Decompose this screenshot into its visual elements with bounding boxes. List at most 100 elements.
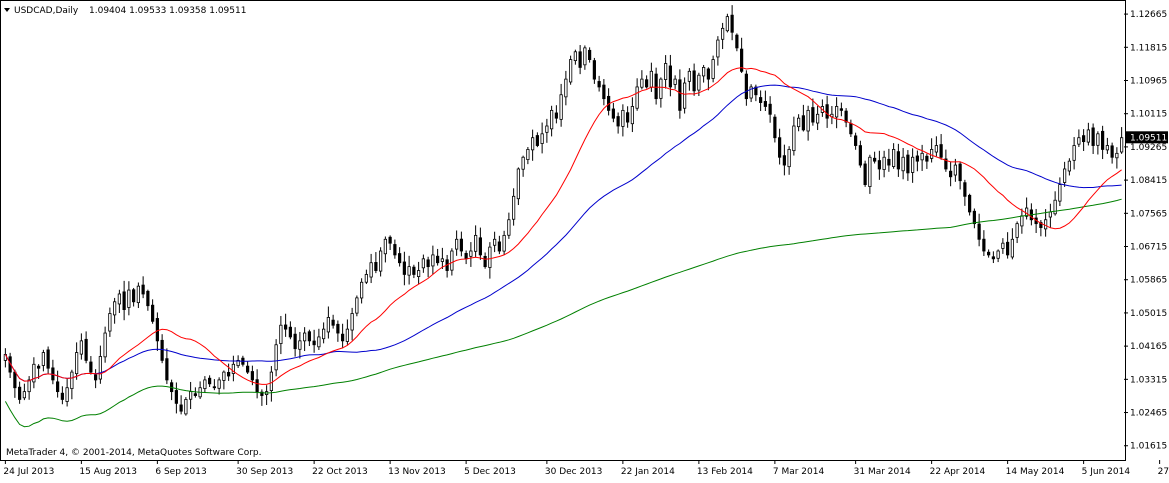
candle-body	[412, 266, 416, 275]
candle-body	[597, 81, 601, 88]
candle	[1082, 129, 1086, 151]
candle-body	[151, 304, 155, 322]
candle-body	[46, 349, 50, 369]
candle-body	[740, 48, 744, 72]
candle	[1086, 122, 1090, 146]
candle-body	[844, 110, 848, 123]
candle-body	[388, 236, 392, 244]
candle-body	[407, 266, 411, 276]
candle-body	[635, 86, 639, 109]
candle	[507, 212, 511, 239]
candle	[911, 148, 915, 183]
candle-body	[763, 101, 767, 107]
candle	[32, 357, 36, 389]
copyright-text: MetaTrader 4, © 2001-2014, MetaQuotes So…	[6, 448, 262, 458]
candle-body	[925, 155, 929, 162]
candle	[939, 134, 943, 160]
candle-body	[141, 284, 145, 295]
candle	[550, 105, 554, 137]
time-tick-label: 30 Dec 2013	[545, 467, 603, 477]
candle	[512, 188, 516, 226]
candle-body	[1091, 127, 1095, 146]
candle-body	[13, 371, 17, 389]
candle	[274, 339, 278, 377]
candle	[108, 307, 112, 337]
candle-body	[782, 155, 786, 166]
time-tick-label: 13 Nov 2013	[388, 467, 446, 477]
candle	[293, 327, 297, 357]
candle-body	[806, 109, 810, 132]
candle-body	[801, 115, 805, 131]
candle-body	[18, 386, 22, 400]
candle	[559, 83, 563, 127]
candle	[673, 75, 677, 89]
price-tick-label: 1.10115	[1130, 110, 1167, 120]
candle-body	[355, 297, 359, 314]
candle-body	[697, 74, 701, 91]
candle	[1006, 232, 1010, 259]
candle-body	[464, 253, 468, 260]
ma-fast-line	[4, 67, 1122, 385]
time-tick-label: 31 Mar 2014	[854, 467, 911, 477]
candle	[535, 132, 539, 148]
candle	[792, 116, 796, 156]
candle-body	[103, 332, 107, 358]
candle-body	[887, 158, 891, 166]
candle-body	[692, 70, 696, 92]
candle-body	[787, 149, 791, 168]
candle	[863, 160, 867, 187]
candle-body	[493, 238, 497, 246]
candle	[711, 55, 715, 83]
candle-body	[516, 168, 520, 200]
candle	[806, 105, 810, 141]
candle-body	[1086, 129, 1090, 143]
candle	[554, 105, 558, 124]
candle-body	[1110, 145, 1114, 158]
candle-body	[41, 352, 45, 366]
candle-body	[60, 392, 64, 400]
candle-body	[991, 256, 995, 260]
candle-body	[1015, 223, 1019, 238]
candle	[816, 105, 820, 131]
candle-body	[944, 158, 948, 170]
time-tick-label: 22 Apr 2014	[930, 467, 986, 477]
candle	[896, 143, 900, 177]
candle-body	[75, 352, 79, 375]
candle	[497, 235, 501, 255]
candle	[915, 150, 919, 172]
candle	[1115, 147, 1119, 169]
candle-body	[996, 250, 1000, 259]
candle	[778, 128, 782, 165]
candle-body	[108, 313, 112, 332]
candle	[882, 150, 886, 178]
candle-body	[583, 47, 587, 66]
candle	[502, 230, 506, 256]
candle-body	[972, 210, 976, 225]
candle-body	[702, 67, 706, 77]
candle	[136, 282, 140, 309]
candle	[773, 114, 777, 143]
candle	[787, 146, 791, 175]
candle	[165, 348, 169, 385]
candle-body	[550, 109, 554, 130]
candle	[692, 63, 696, 96]
candle-body	[1044, 219, 1048, 230]
candle	[659, 77, 663, 108]
candle	[341, 323, 345, 349]
candle-body	[488, 246, 492, 268]
candle	[412, 264, 416, 279]
time-axis: 24 Jul 2013 15 Aug 2013 6 Sep 2013 30 Sep 2…	[3, 460, 1169, 477]
candle-body	[497, 241, 501, 252]
candle	[208, 375, 212, 387]
candle	[260, 389, 264, 406]
candle-body	[892, 149, 896, 167]
candle-body	[84, 338, 88, 361]
candle	[934, 136, 938, 157]
dropdown-triangle-icon[interactable]	[4, 8, 10, 12]
candle-body	[668, 65, 672, 88]
price-tick-label: 1.12665	[1130, 10, 1167, 20]
candle-body	[744, 73, 748, 100]
candle-body	[212, 386, 216, 389]
